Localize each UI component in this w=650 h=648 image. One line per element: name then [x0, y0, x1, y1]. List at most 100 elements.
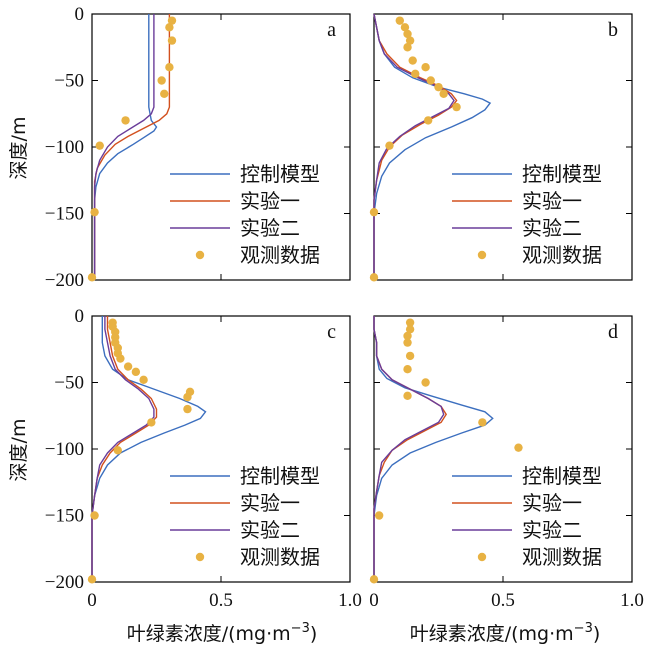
observation-point: [405, 325, 415, 334]
panel-letter: d: [608, 321, 618, 343]
x-tick-label: 0.5: [209, 590, 233, 611]
observation-point: [123, 362, 133, 371]
x-axis-label-left: 叶绿素浓度/(mg·m−3): [127, 621, 318, 645]
series-line-exp2: [93, 14, 155, 280]
observation-point: [395, 16, 404, 25]
panel-letter: b: [608, 19, 618, 41]
panel-letter: c: [327, 321, 336, 343]
observation-point: [131, 367, 141, 377]
legend-label-exp2: 实验二: [522, 216, 582, 240]
legend-label-control: 控制模型: [240, 162, 320, 186]
observation-point: [167, 36, 177, 45]
x-tick-label: 0.5: [491, 590, 515, 611]
observation-point: [183, 392, 192, 402]
y-tick-label: −50: [54, 71, 84, 92]
observation-point: [116, 354, 125, 363]
series-line-exp2: [91, 316, 155, 582]
legend-marker-obs: [477, 250, 487, 260]
legend-label-exp1: 实验一: [522, 189, 582, 213]
legend-label-exp1: 实验一: [522, 491, 582, 515]
observation-point: [369, 207, 379, 217]
observation-point: [87, 575, 97, 584]
series-line-control: [93, 14, 158, 280]
observation-point: [90, 207, 99, 217]
observation-point: [167, 16, 177, 25]
observation-point: [403, 338, 412, 347]
legend-label-exp1: 实验一: [240, 491, 300, 515]
legend-label-obs: 观测数据: [240, 545, 320, 569]
observation-point: [147, 418, 156, 427]
observation-point: [405, 318, 415, 327]
legend-label-obs: 观测数据: [522, 243, 602, 267]
observation-point: [403, 331, 412, 341]
series-line-exp2: [373, 316, 445, 582]
series-line-exp2: [373, 13, 455, 280]
observation-point: [452, 102, 461, 112]
x-tick-label: 1.0: [620, 590, 644, 611]
legend-label-obs: 观测数据: [522, 545, 602, 569]
observation-point: [403, 391, 412, 400]
x-tick-label: 1.0: [338, 590, 362, 611]
y-axis-label-top: 深度/m: [8, 117, 30, 180]
observation-point: [183, 404, 192, 414]
y-axis-label-bottom: 深度/m: [8, 419, 30, 482]
observation-point: [514, 443, 523, 452]
legend-label-exp1: 实验一: [240, 189, 300, 213]
observation-point: [157, 76, 166, 85]
legend-marker-obs: [195, 250, 205, 260]
observation-point: [87, 273, 97, 282]
observation-point: [385, 141, 394, 150]
y-tick-label: −200: [45, 270, 84, 291]
observation-point: [165, 23, 174, 32]
legend-label-exp2: 实验二: [240, 518, 300, 542]
observation-point: [121, 116, 130, 125]
y-tick-label: −100: [45, 137, 84, 158]
observation-point: [421, 62, 430, 72]
observation-point: [439, 89, 448, 99]
observation-point: [160, 89, 169, 99]
observation-point: [403, 365, 412, 374]
observation-point: [478, 418, 487, 427]
y-tick-label: −200: [45, 572, 84, 593]
observation-point: [113, 446, 123, 455]
observation-point: [369, 575, 379, 584]
observation-point: [403, 29, 412, 39]
observation-point: [165, 62, 174, 72]
observation-point: [423, 116, 433, 125]
observation-point: [411, 69, 420, 79]
x-axis-label-right: 叶绿素浓度/(mg·m−3): [410, 621, 601, 645]
observation-point: [139, 375, 148, 385]
series-line-exp1: [91, 316, 158, 582]
x-tick-label: 0: [369, 590, 379, 611]
y-tick-label: −50: [54, 373, 84, 394]
series-line-control: [373, 316, 494, 582]
y-tick-label: 0: [75, 4, 85, 25]
observation-point: [426, 76, 435, 85]
panel-letter: a: [327, 19, 336, 41]
series-line-control: [91, 316, 207, 582]
legend-label-control: 控制模型: [240, 464, 320, 488]
y-tick-label: −150: [45, 506, 84, 527]
x-tick-label: 0: [87, 590, 97, 611]
observation-point: [405, 351, 415, 361]
plot-frame: [91, 13, 351, 281]
plot-frame: [91, 315, 351, 583]
y-tick-label: −100: [45, 439, 84, 460]
observation-point: [95, 141, 104, 150]
y-tick-label: 0: [75, 306, 85, 327]
observation-point: [421, 378, 430, 387]
y-tick-label: −150: [45, 204, 84, 225]
legend-label-exp2: 实验二: [240, 216, 300, 240]
observation-point: [400, 23, 410, 32]
observation-point: [369, 273, 379, 282]
legend-label-exp2: 实验二: [522, 518, 582, 542]
observation-point: [403, 43, 412, 52]
